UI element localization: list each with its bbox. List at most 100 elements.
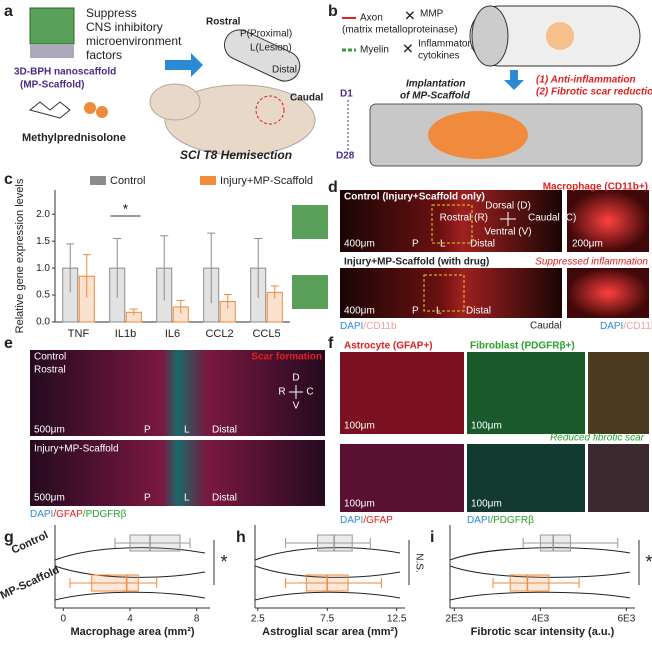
text: P <box>412 306 419 317</box>
text: Control <box>34 352 66 363</box>
text: Distal <box>212 493 237 504</box>
text: (MP-Scaffold) <box>20 80 84 91</box>
micrograph <box>340 444 464 512</box>
text: Implantation <box>406 79 465 90</box>
axis-cross <box>500 212 516 226</box>
text: DAPI <box>600 321 623 332</box>
text: C <box>306 387 313 398</box>
annotation: * <box>220 552 227 572</box>
text: Suppressed inflammation <box>535 257 648 268</box>
panel-label: b <box>328 3 338 20</box>
text: 400μm <box>344 306 375 317</box>
panel-a: Suppress CNS inhibitory microenvironment… <box>14 6 324 162</box>
text: /GFAP <box>363 515 393 526</box>
text: D1 <box>340 89 353 100</box>
arrow <box>165 53 203 77</box>
text: Axon <box>360 13 383 24</box>
text: 500μm <box>34 493 65 504</box>
text: 100μm <box>344 499 375 510</box>
text: /CD11b <box>623 321 652 332</box>
stain-label: DAPI/GFAP/PDGFRβ <box>30 509 127 520</box>
stain-label: DAPI/CD11b <box>600 321 652 332</box>
annotation: N.S. <box>413 553 424 572</box>
y-tick-label: 1.5 <box>36 236 50 247</box>
text: Distal <box>212 425 237 436</box>
text: 100μm <box>471 421 502 432</box>
scaffold <box>546 22 574 50</box>
text: /CD11b <box>363 321 397 332</box>
lesion-circle <box>255 95 285 125</box>
cord-section <box>471 5 509 67</box>
panel-label: c <box>4 171 13 188</box>
text: /GFAP <box>53 509 83 520</box>
scaffold-icon <box>29 7 75 45</box>
panel-label: h <box>236 529 246 546</box>
text: P <box>144 425 151 436</box>
legend-label: Injury+MP-Scaffold <box>220 175 313 187</box>
micrograph <box>567 268 649 318</box>
text: Injury+MP-Scaffold <box>34 444 119 455</box>
annotation: * <box>123 201 129 217</box>
atom <box>84 102 96 114</box>
zoom-box <box>423 274 465 312</box>
panel-label: e <box>4 335 13 352</box>
x-tick-label: 4 <box>127 614 133 625</box>
text: Dorsal (D) <box>485 201 531 212</box>
violin <box>449 547 631 601</box>
x-tick-label: 2E3 <box>445 614 463 625</box>
x-tick-label: CCL5 <box>252 328 280 340</box>
micrograph <box>588 352 649 434</box>
text: Rostral (R) <box>440 213 488 224</box>
axis-cross <box>289 385 303 399</box>
text: Suppress <box>86 6 137 20</box>
text: 500μm <box>34 425 65 436</box>
mouse-head <box>149 83 201 121</box>
text: L <box>184 493 190 504</box>
text: Distal <box>272 65 297 76</box>
text: Caudal <box>530 321 562 332</box>
panel-e: Control Scar formation Rostral D R C V 5… <box>30 350 325 520</box>
text: DAPI <box>30 509 53 520</box>
text: (2) Fibrotic scar reduction <box>536 87 652 98</box>
panel-label: d <box>328 179 338 196</box>
y-tick-label: 1.0 <box>36 263 50 274</box>
text: P(Proximal) <box>240 29 292 40</box>
x-tick-label: 8 <box>194 614 200 625</box>
text: Distal <box>466 306 491 317</box>
panel-labels: a b c d e f g h i <box>4 3 434 546</box>
x-axis-label: Macrophage area (mm²) <box>70 626 194 638</box>
y-tick-label: 0.5 <box>36 290 50 301</box>
text: 100μm <box>344 421 375 432</box>
text: Distal <box>470 239 495 250</box>
micrograph <box>588 444 649 512</box>
mmp-icon: ✕ <box>404 8 416 24</box>
text: Reduced fibrotic scar <box>550 433 645 444</box>
x-tick-label: 6E3 <box>617 614 635 625</box>
text: factors <box>86 48 122 62</box>
y-tick-label: 0.0 <box>36 317 50 328</box>
box <box>129 534 181 552</box>
text: P <box>412 239 419 250</box>
text: /PDGFRβ <box>83 509 127 520</box>
text: Caudal (C) <box>528 213 576 224</box>
panel-b: Axon ✕ MMP (matrix metalloproteinase) My… <box>336 5 652 167</box>
text: Methylprednisolone <box>22 132 126 144</box>
legend-swatch <box>200 176 216 185</box>
text: D28 <box>336 151 355 162</box>
text: of MP-Scaffold <box>400 91 471 102</box>
text: Macrophage (CD11b+) <box>543 182 648 193</box>
panel-label: i <box>430 529 434 546</box>
panel-label: f <box>328 335 334 352</box>
cord <box>223 29 301 82</box>
x-tick-label: IL1b <box>115 328 136 340</box>
text: DAPI <box>340 515 363 526</box>
text: Ventral (V) <box>484 227 531 238</box>
box <box>539 534 571 552</box>
legend-swatch <box>90 176 106 185</box>
text: 400μm <box>344 239 375 250</box>
text: L <box>436 306 442 317</box>
box <box>91 574 139 592</box>
x-axis-label: Astroglial scar area (mm²) <box>262 626 398 638</box>
y-tick-label: 2.0 <box>36 209 50 220</box>
text: Caudal <box>290 93 324 104</box>
